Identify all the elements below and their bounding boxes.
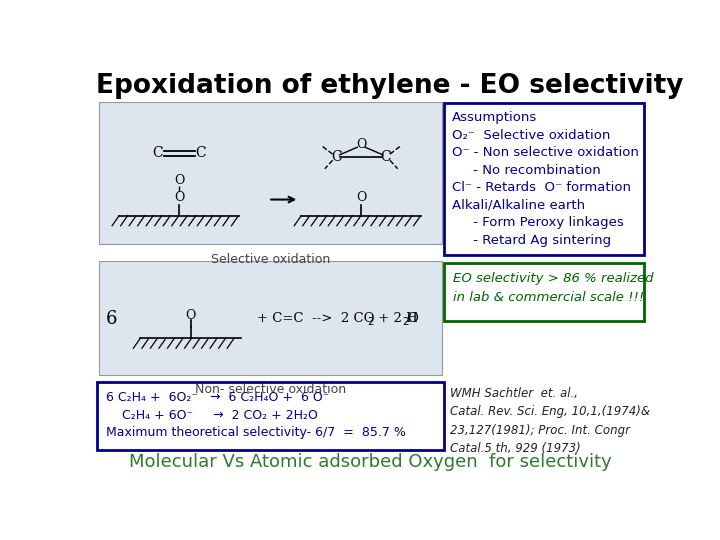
Text: - Form Peroxy linkages: - Form Peroxy linkages: [452, 216, 624, 229]
Text: C: C: [331, 150, 342, 164]
Text: O: O: [408, 313, 418, 326]
Text: O: O: [356, 191, 366, 204]
Text: O: O: [174, 191, 184, 204]
Text: C₂H₄ + 6O⁻     →  2 CO₂ + 2H₂O: C₂H₄ + 6O⁻ → 2 CO₂ + 2H₂O: [106, 409, 318, 422]
Text: Selective oxidation: Selective oxidation: [211, 253, 330, 266]
FancyBboxPatch shape: [444, 103, 644, 255]
Text: Molecular Vs Atomic adsorbed Oxygen  for selectivity: Molecular Vs Atomic adsorbed Oxygen for …: [129, 453, 612, 470]
Text: O: O: [186, 308, 196, 321]
Text: EO selectivity > 86 % realized
in lab & commercial scale !!!: EO selectivity > 86 % realized in lab & …: [453, 272, 653, 304]
Text: O: O: [356, 138, 366, 151]
Text: + C=C  -->  2 CO: + C=C --> 2 CO: [256, 313, 374, 326]
FancyBboxPatch shape: [97, 382, 444, 450]
Text: C: C: [152, 146, 163, 160]
Text: Non- selective oxidation: Non- selective oxidation: [195, 383, 346, 396]
Text: - Retard Ag sintering: - Retard Ag sintering: [452, 234, 611, 247]
Text: 2: 2: [367, 317, 374, 327]
Text: Assumptions: Assumptions: [452, 111, 537, 124]
Text: WMH Sachtler  et. al.,
Catal. Rev. Sci. Eng, 10,1,(1974)&
23,127(1981); Proc. In: WMH Sachtler et. al., Catal. Rev. Sci. E…: [449, 387, 649, 455]
Text: Alkali/Alkaline earth: Alkali/Alkaline earth: [452, 199, 585, 212]
Text: + 2 H: + 2 H: [374, 313, 418, 326]
Text: O: O: [174, 174, 184, 187]
Text: C: C: [196, 146, 206, 160]
FancyBboxPatch shape: [444, 262, 644, 321]
FancyBboxPatch shape: [99, 261, 442, 375]
Text: O⁻ - Non selective oxidation: O⁻ - Non selective oxidation: [452, 146, 639, 159]
Text: 6 C₂H₄ +  6O₂⁻   →  6 C₂H₄O +  6 O⁻: 6 C₂H₄ + 6O₂⁻ → 6 C₂H₄O + 6 O⁻: [106, 392, 329, 404]
Text: 2: 2: [402, 317, 409, 327]
FancyBboxPatch shape: [99, 102, 442, 244]
Text: Epoxidation of ethylene - EO selectivity: Epoxidation of ethylene - EO selectivity: [96, 73, 684, 99]
Text: - No recombination: - No recombination: [452, 164, 600, 177]
Text: C: C: [381, 150, 392, 164]
Text: Cl⁻ - Retards  O⁻ formation: Cl⁻ - Retards O⁻ formation: [452, 181, 631, 194]
Text: Maximum theoretical selectivity- 6/7  =  85.7 %: Maximum theoretical selectivity- 6/7 = 8…: [106, 426, 405, 439]
Text: O₂⁻  Selective oxidation: O₂⁻ Selective oxidation: [452, 129, 611, 141]
Text: 6: 6: [106, 310, 117, 328]
